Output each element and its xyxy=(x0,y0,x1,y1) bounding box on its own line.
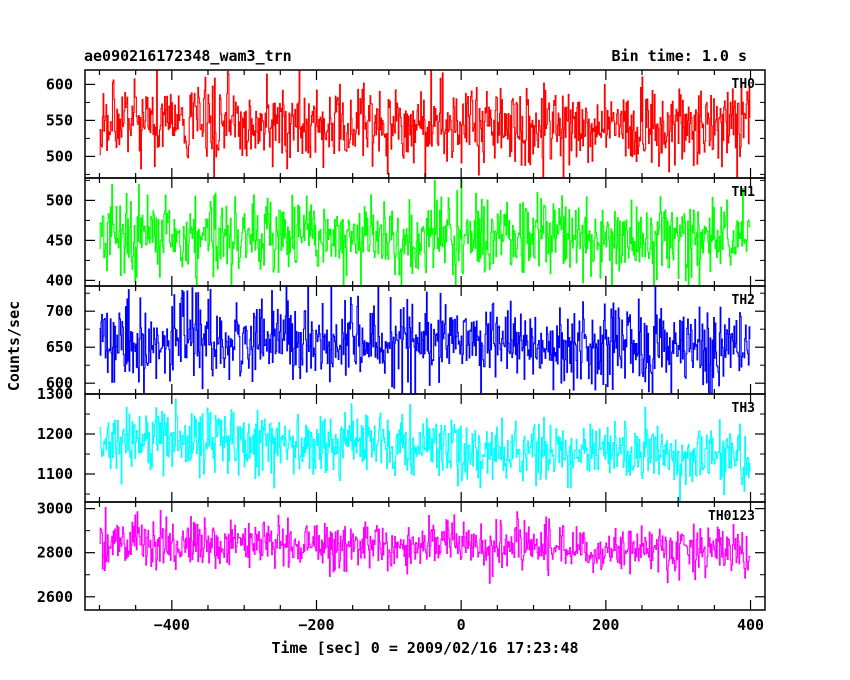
y-tick-label: 2600 xyxy=(37,588,73,606)
y-tick-label: 600 xyxy=(46,75,73,93)
x-tick-label: 200 xyxy=(592,616,619,634)
x-tick-label: 400 xyxy=(737,616,764,634)
y-tick-label: 700 xyxy=(46,302,73,320)
panel-label: TH1 xyxy=(732,185,756,200)
y-tick-label: 500 xyxy=(46,191,73,209)
y-tick-label: 550 xyxy=(46,111,73,129)
chart-title: ae090216172348_wam3_trn xyxy=(84,47,292,65)
panels-group: 500 550 600 TH0 400 450 500 TH1 600 650 700 TH2 1100… xyxy=(37,69,766,611)
panel-label: TH0123 xyxy=(708,509,755,524)
panel-th2: 600 650 700 TH2 xyxy=(46,285,766,395)
y-tick-label: 2800 xyxy=(37,544,73,562)
y-tick-label: 500 xyxy=(46,147,73,165)
panel-label: TH0 xyxy=(732,77,756,92)
series-line-th3 xyxy=(99,398,751,502)
panel-th3: 1100 1200 1300 TH3 xyxy=(37,385,766,503)
panel-label: TH2 xyxy=(732,293,755,308)
series-line-th0 xyxy=(99,70,751,178)
x-tick-label: −200 xyxy=(298,616,334,634)
panel-label: TH3 xyxy=(732,401,755,416)
y-tick-label: 600 xyxy=(46,374,73,392)
x-tick-label: 0 xyxy=(457,616,466,634)
y-tick-label: 650 xyxy=(46,338,73,356)
series-line-th0123 xyxy=(99,506,751,584)
y-tick-label: 1100 xyxy=(37,465,73,483)
panel-th0123: 2600 2800 3000 TH0123 xyxy=(37,500,766,611)
bin-time-label: Bin time: 1.0 s xyxy=(612,47,747,65)
panel-th1: 400 450 500 TH1 xyxy=(46,177,766,289)
x-axis-title: Time [sec] 0 = 2009/02/16 17:23:48 xyxy=(271,639,578,657)
x-tick-label: −400 xyxy=(154,616,190,634)
x-axis: −400 −200 0 200 400 xyxy=(154,616,764,634)
series-line-th2 xyxy=(99,286,751,394)
series-line-th1 xyxy=(99,179,751,286)
y-tick-label: 400 xyxy=(46,271,73,289)
y-axis-title: Counts/sec xyxy=(5,301,23,391)
panel-frame xyxy=(84,501,766,611)
y-tick-label: 450 xyxy=(46,231,73,249)
y-tick-label: 3000 xyxy=(37,500,73,518)
y-tick-label: 1200 xyxy=(37,425,73,443)
y-tick-label: 1300 xyxy=(37,385,73,403)
